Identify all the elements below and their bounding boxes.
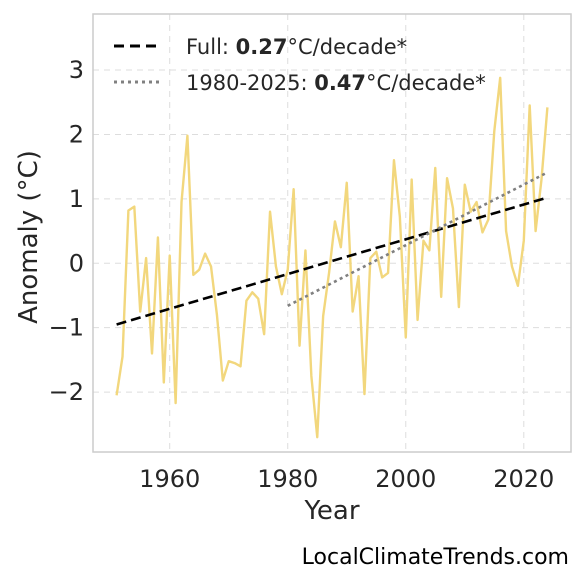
y-tick-label: 1 [69,185,84,213]
series-layer [115,76,549,439]
legend-recent-suffix: °C/decade* [366,71,486,95]
y-tick-label: −1 [49,314,84,342]
x-tick-label: 1960 [139,465,200,493]
x-tick-label: 1980 [257,465,318,493]
y-axis-title: Anomaly (°C) [14,150,44,324]
legend-full-prefix: Full: [186,35,236,59]
x-axis-title: Year [303,496,359,526]
legend-full-value: 0.27 [236,35,288,59]
trend-line-1980-2025 [287,171,548,307]
site-credit: LocalClimateTrends.com [301,545,569,570]
y-tick-label: 2 [69,120,84,148]
legend-recent-prefix: 1980-2025: [186,71,314,95]
legend: Full: 0.27°C/decade* 1980-2025: 0.47°C/d… [114,35,486,95]
plot-frame [92,13,572,453]
legend-full-label: Full: 0.27°C/decade* [186,35,407,59]
y-tick-label: 3 [69,56,84,84]
legend-full-suffix: °C/decade* [288,35,408,59]
legend-recent-label: 1980-2025: 0.47°C/decade* [186,71,486,95]
y-tick-label: −2 [49,378,84,406]
x-tick-label: 2020 [493,465,554,493]
legend-recent-value: 0.47 [314,71,366,95]
ticks: 1960 1980 2000 2020 −2 −1 0 1 2 3 [49,56,555,493]
x-tick-label: 2000 [375,465,436,493]
anomaly-series-line [115,76,549,439]
y-tick-label: 0 [69,249,84,277]
